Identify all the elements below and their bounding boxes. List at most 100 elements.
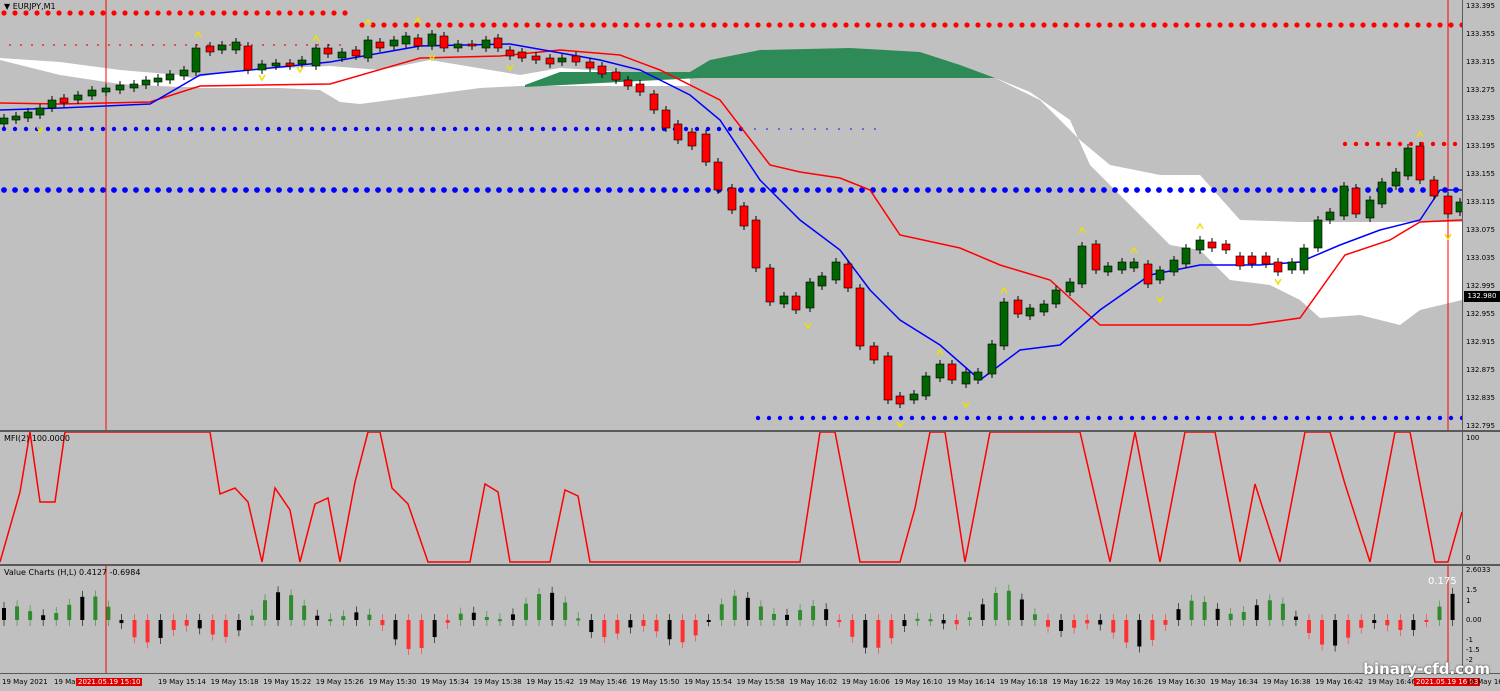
level-dot — [1228, 22, 1234, 28]
candle-body — [805, 281, 815, 309]
level-dot — [287, 126, 293, 132]
candle-body — [1235, 255, 1245, 267]
level-dot — [755, 415, 761, 421]
level-dot — [89, 10, 95, 16]
level-dot — [507, 126, 513, 132]
level-dot — [777, 22, 783, 28]
candle-body — [1051, 289, 1061, 305]
level-dot — [862, 128, 864, 130]
candle-body — [791, 295, 801, 311]
level-dot — [590, 22, 596, 28]
level-dot — [144, 126, 150, 132]
level-dot — [1134, 187, 1140, 193]
level-dot — [1261, 415, 1267, 421]
candle-body — [179, 69, 189, 77]
kumo-cloud-bull — [525, 48, 995, 87]
level-dot — [199, 10, 205, 16]
level-dot — [1327, 415, 1333, 421]
level-dot — [207, 44, 209, 46]
level-dot — [854, 415, 860, 421]
level-dot — [507, 187, 513, 193]
bear-candle — [713, 158, 723, 194]
level-dot — [320, 10, 326, 16]
pane-separator[interactable] — [0, 430, 1500, 432]
level-dot — [386, 187, 392, 193]
candle-body — [1077, 245, 1087, 285]
price-tick: 133.235 — [1466, 114, 1495, 122]
level-dot — [1008, 415, 1014, 421]
level-dot — [606, 126, 612, 132]
level-dot — [1123, 187, 1129, 193]
candle-body — [1091, 243, 1101, 271]
fractal-down-arrow — [506, 64, 514, 72]
candle-body — [285, 62, 295, 67]
level-dot — [309, 187, 315, 193]
level-dot — [1096, 415, 1102, 421]
level-dot — [667, 22, 673, 28]
level-dot — [1266, 187, 1272, 193]
level-dot — [793, 187, 799, 193]
candle-body — [505, 49, 515, 57]
bear-candle — [765, 264, 775, 306]
candle-body — [545, 57, 555, 65]
price-tick: 132.875 — [1466, 366, 1495, 374]
value-charts-pane[interactable]: Value Charts (H,L) 0.4127 -0.6984 0.175 — [0, 566, 1462, 673]
level-dot — [221, 126, 227, 132]
level-dot — [1398, 187, 1404, 193]
level-dot — [903, 187, 909, 193]
level-dot — [485, 187, 491, 193]
level-dot — [1013, 187, 1019, 193]
level-dot — [1299, 187, 1305, 193]
level-dot — [474, 187, 480, 193]
bull-candle — [831, 258, 841, 284]
level-dot — [452, 187, 458, 193]
level-dot — [518, 126, 524, 132]
level-dot — [788, 22, 794, 28]
candle-body — [1455, 201, 1462, 213]
candle-body — [869, 345, 879, 361]
level-dot — [1452, 141, 1458, 147]
level-dot — [1316, 415, 1322, 421]
level-dot — [243, 10, 249, 16]
level-dot — [1233, 187, 1239, 193]
level-dot — [122, 126, 128, 132]
level-dot — [953, 415, 959, 421]
level-dot — [232, 187, 238, 193]
price-tick: 133.395 — [1466, 2, 1495, 10]
mfi-pane[interactable]: MFI(2) 100.0000 — [0, 432, 1462, 564]
level-dot — [601, 22, 607, 28]
bull-candle — [1377, 178, 1387, 208]
price-chart[interactable] — [0, 0, 1462, 430]
level-dot — [535, 22, 541, 28]
level-dot — [678, 22, 684, 28]
bull-candle — [179, 66, 189, 80]
price-chart-pane[interactable]: ▼ EURJPY,M1 — [0, 0, 1462, 430]
bear-candle — [649, 90, 659, 114]
level-dot — [240, 44, 242, 46]
time-label: 19 May 16:18 — [999, 678, 1048, 686]
level-dot — [986, 415, 992, 421]
level-dot — [1305, 22, 1311, 28]
bull-candle — [217, 41, 227, 54]
level-dot — [1200, 187, 1206, 193]
level-dot — [141, 44, 143, 46]
level-dot — [309, 126, 315, 132]
level-dot — [1068, 187, 1074, 193]
level-dot — [579, 22, 585, 28]
level-dot — [1415, 22, 1421, 28]
candle-body — [115, 84, 125, 91]
level-dot — [31, 44, 33, 46]
candle-body — [389, 39, 399, 47]
level-dot — [771, 187, 777, 193]
bear-candle — [243, 42, 253, 74]
bull-candle — [1365, 196, 1375, 222]
level-dot — [964, 415, 970, 421]
level-dot — [287, 187, 293, 193]
level-dot — [788, 415, 794, 421]
level-dot — [1057, 187, 1063, 193]
pane-separator[interactable] — [0, 564, 1500, 566]
level-dot — [496, 126, 502, 132]
level-dot — [843, 415, 849, 421]
level-dot — [130, 44, 132, 46]
mfi-label: MFI(2) 100.0000 — [4, 434, 70, 443]
